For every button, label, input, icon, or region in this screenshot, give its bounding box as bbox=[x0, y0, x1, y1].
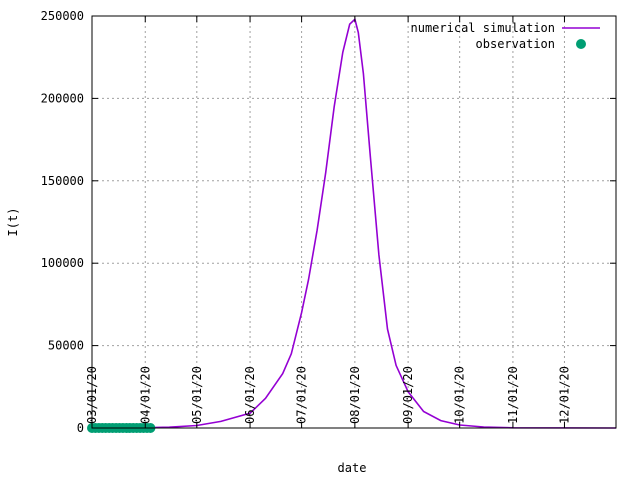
y-tick-labels: 0 50000 100000 150000 200000 250000 bbox=[41, 9, 84, 435]
legend-swatch-observation bbox=[576, 39, 586, 49]
legend-label-simulation: numerical simulation bbox=[411, 21, 556, 35]
numerical-simulation-line bbox=[91, 17, 617, 429]
x-tick-label: 06/01/20 bbox=[243, 366, 257, 424]
legend-label-observation: observation bbox=[476, 37, 555, 51]
x-tick-label: 09/01/20 bbox=[401, 366, 415, 424]
y-tick-label: 150000 bbox=[41, 174, 84, 188]
axis-ticks bbox=[91, 15, 616, 429]
y-tick-label: 200000 bbox=[41, 91, 84, 105]
y-tick-label: 100000 bbox=[41, 256, 84, 270]
x-tick-label: 05/01/20 bbox=[190, 366, 204, 424]
legend: numerical simulation observation bbox=[411, 21, 600, 51]
x-tick-label: 04/01/20 bbox=[138, 366, 152, 424]
x-tick-label: 08/01/20 bbox=[348, 366, 362, 424]
y-axis-label: I(t) bbox=[6, 208, 20, 237]
x-tick-label: 07/01/20 bbox=[295, 366, 309, 424]
y-tick-label: 250000 bbox=[41, 9, 84, 23]
plot-frame bbox=[91, 15, 617, 429]
y-tick-label: 50000 bbox=[48, 339, 84, 353]
x-tick-label: 10/01/20 bbox=[453, 366, 467, 424]
x-tick-label: 11/01/20 bbox=[506, 366, 520, 424]
x-tick-labels: 03/01/20 04/01/20 05/01/20 06/01/20 07/01/20… bbox=[85, 366, 571, 424]
x-tick-label: 12/01/20 bbox=[557, 366, 571, 424]
x-tick-label: 03/01/20 bbox=[85, 366, 99, 424]
x-axis-label: date bbox=[338, 461, 367, 475]
y-tick-label: 0 bbox=[77, 421, 84, 435]
grid bbox=[91, 15, 616, 429]
